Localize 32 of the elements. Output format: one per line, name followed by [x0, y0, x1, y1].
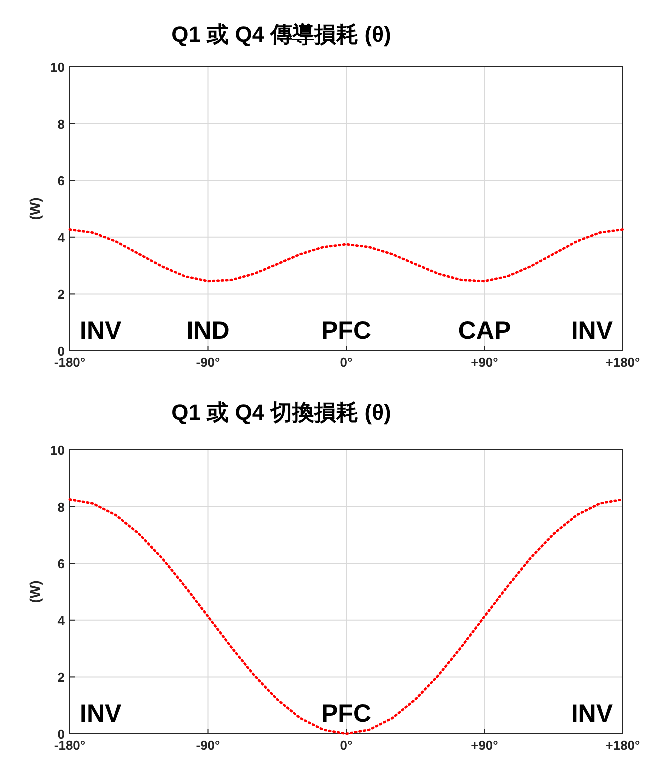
x-tick-label: +90° — [471, 355, 498, 370]
x-tick-label: 0° — [340, 355, 353, 370]
y-tick-label: 8 — [58, 500, 65, 515]
line-series — [68, 498, 624, 736]
annotation: PFC — [322, 700, 372, 728]
y-tick-label: 4 — [58, 230, 66, 246]
annotation: CAP — [458, 317, 512, 345]
y-tick-label: 8 — [58, 116, 65, 132]
x-tick-label: +180° — [606, 738, 640, 753]
annotation: INV — [80, 700, 122, 728]
x-tick-label: +90° — [471, 738, 498, 753]
y-axis-title: (W) — [27, 198, 43, 220]
line-series — [68, 228, 624, 283]
y-tick-label: 6 — [58, 556, 65, 572]
y-axis-title: (W) — [27, 580, 43, 604]
y-tick-label: 4 — [58, 613, 66, 628]
y-tick-label: 10 — [50, 60, 65, 75]
annotation: PFC — [322, 317, 372, 345]
annotation: INV — [571, 317, 614, 345]
annotation: INV — [571, 700, 614, 728]
y-tick-label: 10 — [50, 443, 65, 458]
chart-title: Q1 或 Q4 切換損耗 (θ) — [172, 400, 392, 425]
x-tick-label: 0° — [340, 738, 353, 753]
y-tick-label: 6 — [58, 174, 65, 189]
chart-title: Q1 或 Q4 傳導損耗 (θ) — [172, 22, 392, 47]
y-tick-label: 2 — [58, 670, 65, 686]
annotation: IND — [186, 317, 230, 345]
x-tick-label: +180° — [606, 355, 640, 370]
x-tick-label: -90° — [196, 738, 220, 753]
y-tick-label: 2 — [58, 287, 65, 302]
annotation: INV — [80, 317, 122, 345]
x-tick-label: -90° — [196, 355, 220, 370]
